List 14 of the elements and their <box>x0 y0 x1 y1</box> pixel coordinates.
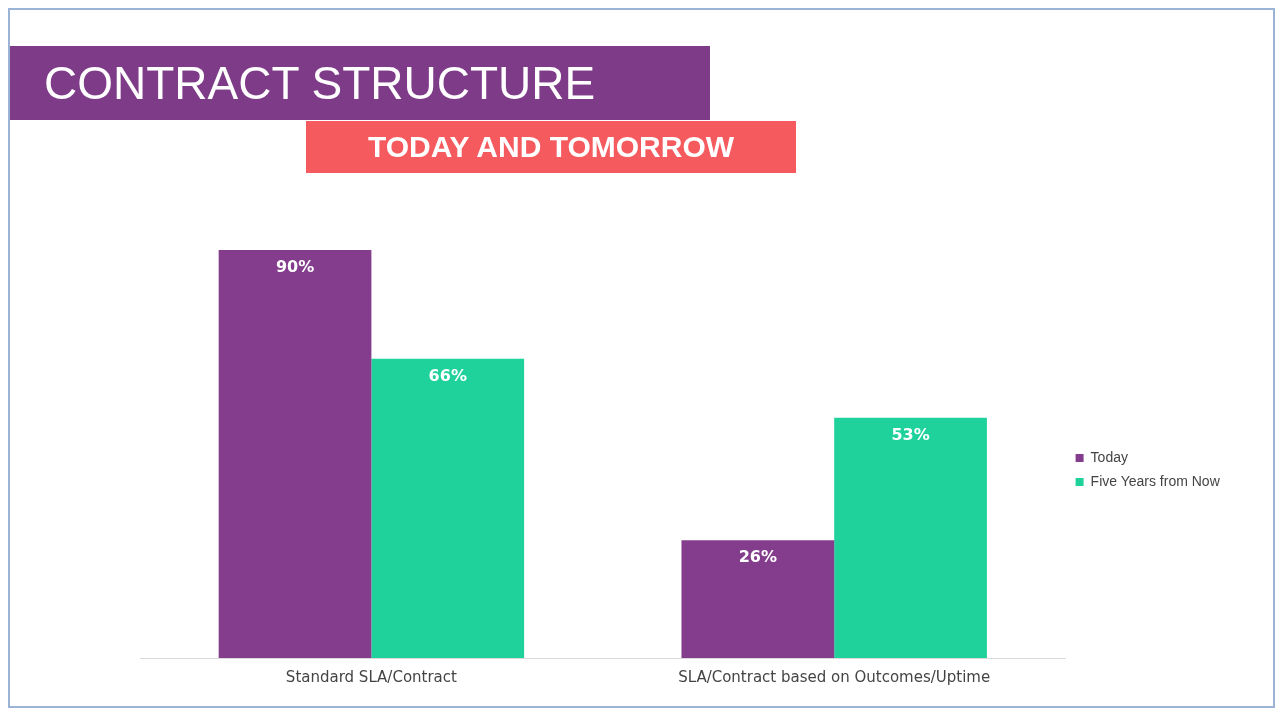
bar <box>681 540 835 658</box>
data-label: 53% <box>891 424 930 444</box>
x-tick-label: Standard SLA/Contract <box>285 667 458 686</box>
data-label: 26% <box>738 547 777 567</box>
bar <box>218 250 372 658</box>
bar <box>834 417 987 658</box>
bar <box>371 358 525 658</box>
x-tick-label: SLA/Contract based on Outcomes/Uptime <box>678 667 991 686</box>
chart-title: CONTRACT STRUCTURE <box>10 46 710 120</box>
legend-label: Today <box>1090 448 1128 465</box>
data-label: 66% <box>428 365 467 385</box>
chart-subtitle: TODAY AND TOMORROW <box>306 121 796 173</box>
data-label: 90% <box>275 257 315 277</box>
legend-label: Five Years from Now <box>1090 472 1221 489</box>
